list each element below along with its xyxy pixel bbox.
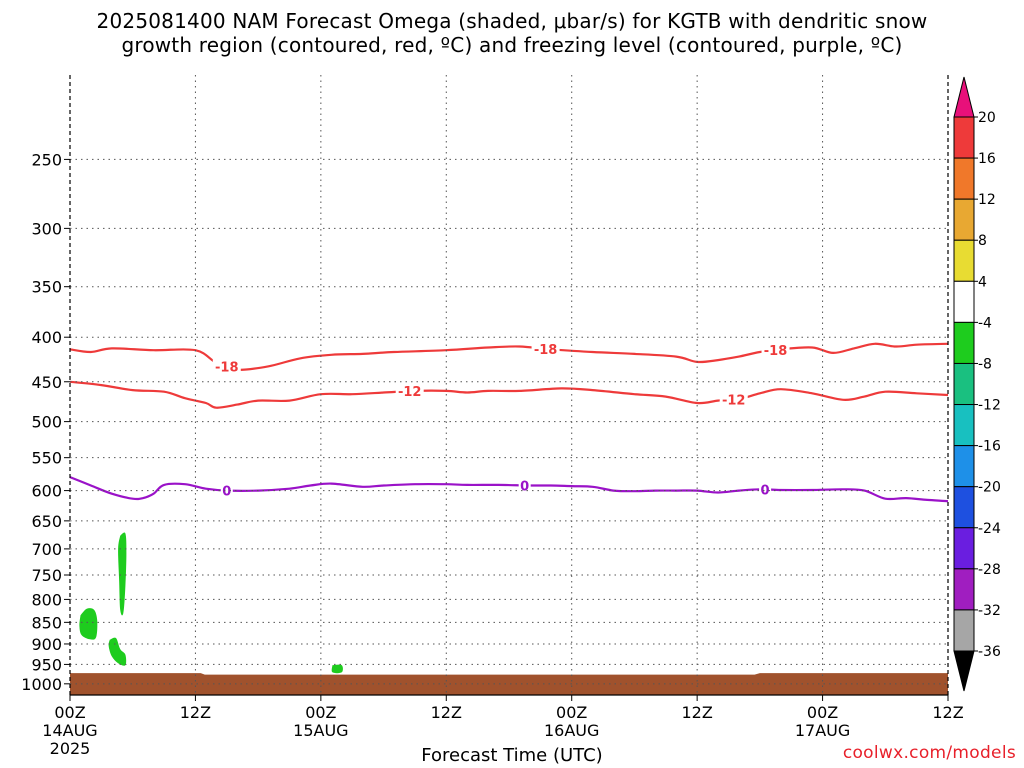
colorbar-swatch-11 (953, 527, 975, 570)
colorbar-label-10: -20 (978, 480, 1001, 496)
x-tick-label-h24: 00Z (305, 703, 336, 722)
colorbar-label-7: -8 (978, 356, 992, 372)
colorbar-bottom-arrow (953, 650, 975, 692)
axes: 250 300 350 400 450 500 550 600 650 700 750 800 850 9… (21, 75, 964, 758)
chart-title-line-1: 2025081400 NAM Forecast Omega (shaded, μ… (96, 9, 928, 33)
colorbar-label-3: 12 (978, 192, 996, 208)
colorbar-swatch-5 (953, 280, 975, 323)
contour-label-bg-0-1 (220, 483, 233, 498)
colorbar-top-arrow (953, 76, 975, 118)
colorbar-label-8: -12 (978, 398, 1001, 414)
x-tick-label-h48: 00Z (556, 703, 587, 722)
y-tick-label-950: 950 (31, 655, 62, 674)
contour-label-0-1: 0 (222, 485, 231, 500)
colorbar-swatch-1 (953, 116, 975, 159)
x-tick-label-h72: 00Z (807, 703, 838, 722)
colorbar-swatch-3 (953, 198, 975, 241)
colorbar-swatch-13 (953, 609, 975, 652)
contour-line-0 (69, 476, 949, 503)
y-tick-label-400: 400 (31, 328, 62, 347)
colorbar-label-14: -36 (978, 644, 1001, 660)
contour-label-0-2: 0 (520, 479, 529, 494)
colorbar-label-6: -4 (978, 315, 992, 331)
y-tick-label-1000: 1000 (21, 675, 62, 694)
colorbar-label-1: 20 (978, 110, 996, 126)
colorbar-swatch-10 (953, 486, 975, 529)
x-tick-date-h24: 15AUG (293, 721, 348, 740)
colorbar-label-2: 16 (978, 151, 996, 167)
colorbar-label-9: -16 (978, 439, 1001, 455)
contour-label-0-3: 0 (761, 483, 770, 498)
omega-shaded-region-4 (331, 664, 343, 674)
y-tick-label-250: 250 (31, 150, 62, 169)
colorbar-swatch-7 (953, 362, 975, 406)
y-tick-label-350: 350 (31, 278, 62, 297)
contour-label-bg-0-2 (518, 478, 531, 493)
contour-label-bg--18-3 (761, 342, 790, 357)
y-tick-label-700: 700 (31, 540, 62, 559)
contour-label--18-1: -18 (215, 360, 239, 375)
colorbar-swatch-6 (953, 321, 975, 364)
y-tick-label-850: 850 (31, 613, 62, 632)
contour-label--18-2: -18 (534, 343, 558, 358)
plot-area: -18 -18 -18 -12 -12 0 0 0 (69, 341, 949, 695)
colorbar-label-12: -28 (978, 562, 1001, 578)
colorbar-label-5: 4 (978, 274, 987, 290)
contour-label-bg-0-3 (759, 482, 772, 497)
colorbar-swatch-9 (953, 445, 975, 488)
contour-label--12-2: -12 (722, 393, 746, 408)
source-credit: coolwx.com/models (842, 743, 1016, 763)
colorbar-swatch-12 (953, 568, 975, 611)
contour-label-bg--18-1 (212, 359, 241, 374)
omega-shaded-region-1 (79, 608, 98, 640)
x-tick-label-h0: 00Z (54, 703, 85, 722)
ground-surface (70, 673, 948, 695)
x-tick-date-h48: 16AUG (544, 721, 599, 740)
chart-title-line-2: growth region (contoured, red, ºC) and f… (121, 33, 903, 57)
colorbar-label-11: -24 (978, 521, 1001, 537)
omega-shaded-region-3 (108, 637, 127, 666)
y-tick-label-750: 750 (31, 566, 62, 585)
y-tick-label-600: 600 (31, 482, 62, 501)
x-tick-date-h0: 14AUG (42, 721, 97, 740)
x-tick-date-h72: 17AUG (795, 721, 850, 740)
contour-line--12 (69, 380, 949, 409)
x-tick-label-h36: 12Z (431, 703, 462, 722)
x-tick-label-h60: 12Z (681, 703, 712, 722)
y-tick-label-300: 300 (31, 219, 62, 238)
contour-label-bg--12-1 (395, 384, 424, 399)
y-tick-label-550: 550 (31, 449, 62, 468)
x-axis-label: Forecast Time (UTC) (421, 745, 603, 766)
colorbar-label-13: -32 (978, 603, 1001, 619)
y-tick-label-650: 650 (31, 512, 62, 531)
omega-shaded-region-2 (118, 532, 127, 616)
contour-label-bg--12-2 (719, 392, 748, 407)
x-tick-label-h12: 12Z (180, 703, 211, 722)
colorbar-swatch-8 (953, 404, 975, 447)
y-tick-label-800: 800 (31, 590, 62, 609)
contour-label--18-3: -18 (764, 344, 788, 359)
colorbar-swatch-2 (953, 157, 975, 200)
colorbar-label-4: 8 (978, 233, 987, 249)
contour-label-bg--18-2 (531, 341, 560, 356)
colorbar-swatch-4 (953, 239, 975, 282)
x-tick-year-h0: 2025 (50, 739, 91, 758)
colorbar: 20 16 12 8 4 -4 -8 -12 -16 -20 -24 -28 -32 -36 (953, 76, 1001, 692)
y-tick-label-450: 450 (31, 373, 62, 392)
contour-line--18 (69, 342, 949, 371)
y-tick-label-900: 900 (31, 635, 62, 654)
x-tick-label-h84: 12Z (932, 703, 963, 722)
contour-label--12-1: -12 (398, 385, 422, 400)
y-tick-label-500: 500 (31, 413, 62, 432)
